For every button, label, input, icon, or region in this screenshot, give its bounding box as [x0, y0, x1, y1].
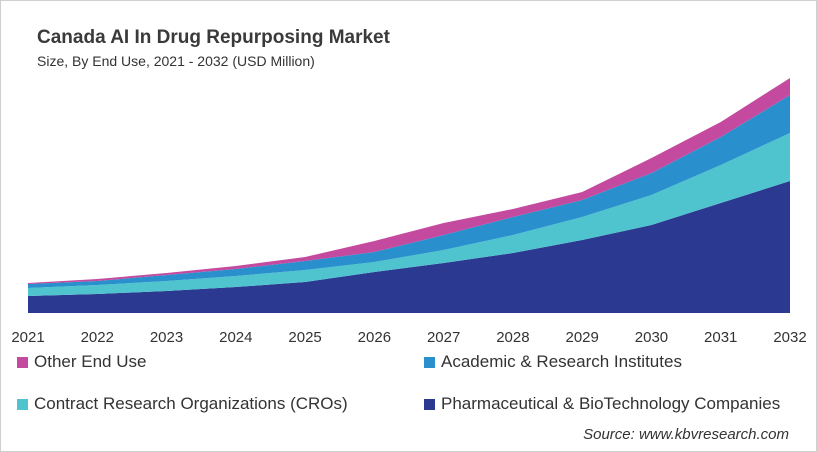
legend-label: Other End Use [34, 352, 147, 371]
legend-swatch [17, 356, 28, 368]
legend-swatch [17, 398, 28, 410]
legend-label: Pharmaceutical & BioTechnology Companies [441, 394, 781, 413]
legend-item-other: Other End Use [17, 352, 146, 372]
area-series-1 [28, 133, 790, 296]
x-tick-label: 2031 [704, 329, 737, 346]
legend-label: Academic & Research Institutes [441, 352, 682, 371]
x-tick-label: 2029 [565, 329, 598, 346]
x-tick-label: 2032 [773, 329, 806, 346]
x-tick-label: 2021 [11, 329, 44, 346]
x-tick-label: 2023 [150, 329, 183, 346]
legend-item-academic: Academic & Research Institutes [424, 352, 682, 372]
x-tick-label: 2022 [81, 329, 114, 346]
x-tick-label: 2026 [358, 329, 391, 346]
legend-swatch [424, 398, 435, 410]
legend-item-cro: Contract Research Organizations (CROs) [17, 394, 348, 414]
x-tick-label: 2027 [427, 329, 460, 346]
legend-swatch [424, 356, 435, 368]
chart-title: Canada AI In Drug Repurposing Market [37, 27, 390, 48]
x-tick-label: 2025 [288, 329, 321, 346]
legend-item-pharma: Pharmaceutical & BioTechnology Companies [424, 394, 780, 414]
x-tick-label: 2030 [635, 329, 668, 346]
x-tick-label: 2024 [219, 329, 252, 346]
area-series-0 [28, 181, 790, 313]
legend-label: Contract Research Organizations (CROs) [34, 394, 348, 413]
area-series-2 [28, 95, 790, 288]
source-note: Source: www.kbvresearch.com [583, 426, 789, 443]
chart-subtitle: Size, By End Use, 2021 - 2032 (USD Milli… [37, 53, 315, 69]
area-series-3 [28, 78, 790, 284]
x-tick-label: 2028 [496, 329, 529, 346]
